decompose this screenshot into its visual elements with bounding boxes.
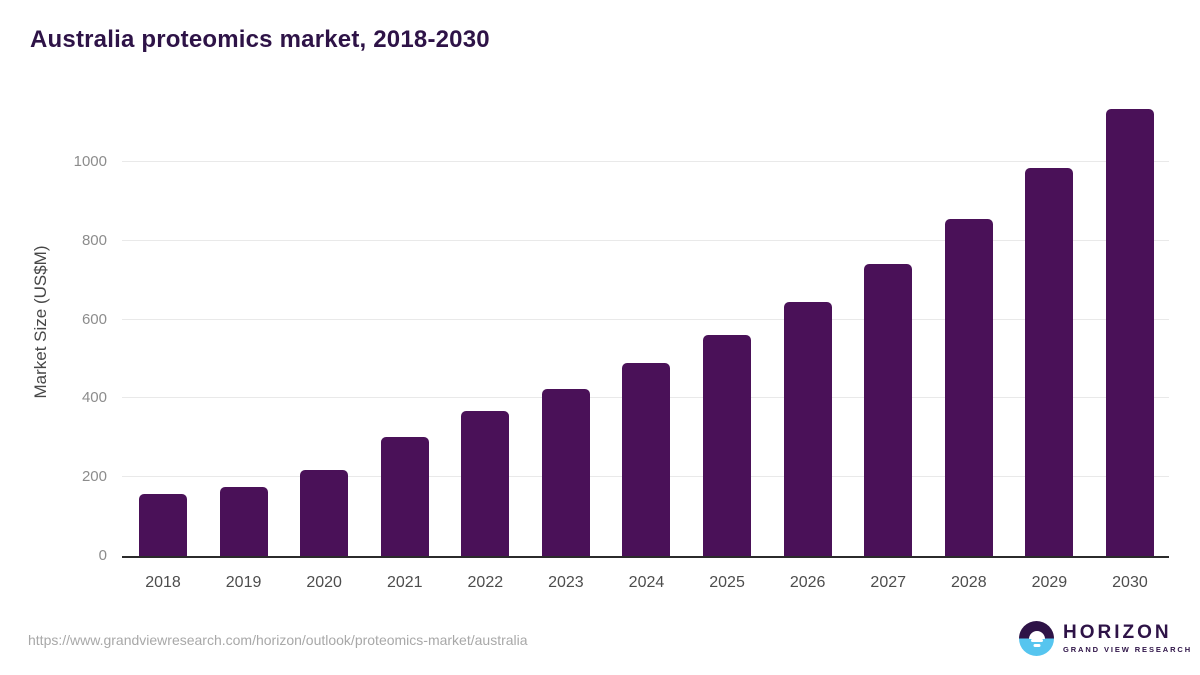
y-tick-label-200: 200 xyxy=(81,468,107,486)
x-tick-label-2026: 2026 xyxy=(789,574,826,591)
bar-2019[interactable] xyxy=(219,486,268,556)
x-tick-label-2021: 2021 xyxy=(386,574,423,591)
ripple-shape xyxy=(1033,644,1040,647)
y-tick-label-400: 400 xyxy=(81,389,107,407)
bar-2023[interactable] xyxy=(541,389,590,556)
bar-2028[interactable] xyxy=(944,219,993,556)
logo-subtitle: GRAND VIEW RESEARCH xyxy=(1063,645,1193,654)
bar-2025[interactable] xyxy=(703,335,752,556)
plot-area: 0 200 400 600 800 1000 xyxy=(74,100,1169,564)
sun-shape xyxy=(1028,630,1045,639)
gridline-800 xyxy=(122,239,1169,241)
horizon-sun-icon xyxy=(1019,621,1054,656)
y-tick-label-800: 800 xyxy=(81,231,107,249)
x-tick-label-2028: 2028 xyxy=(951,574,987,591)
source-url: https://www.grandviewresearch.com/horizo… xyxy=(28,632,528,648)
y-axis-title: Market Size (US$M) xyxy=(31,245,50,399)
bar-2018[interactable] xyxy=(139,494,187,556)
bar-2021[interactable] xyxy=(380,437,429,556)
x-tick-label-2020: 2020 xyxy=(306,574,342,591)
x-tick-label-2018: 2018 xyxy=(145,574,181,591)
logo-text: HORIZON GRAND VIEW RESEARCH xyxy=(1063,623,1192,654)
x-tick-label-2023: 2023 xyxy=(548,574,584,591)
bar-2030[interactable] xyxy=(1105,108,1154,556)
logo-title: HORIZON xyxy=(1063,622,1172,643)
y-tick-label-600: 600 xyxy=(81,310,107,328)
ripple-shape xyxy=(1030,639,1043,642)
x-tick-label-2029: 2029 xyxy=(1031,574,1068,591)
horizon-logo[interactable]: HORIZON GRAND VIEW RESEARCH xyxy=(1019,621,1192,656)
gridline-600 xyxy=(122,318,1169,320)
x-axis-labels: 2018 2019 2020 2021 2022 2023 2024 2025 2026 2027… xyxy=(122,571,1169,595)
x-tick-label-2025: 2025 xyxy=(709,574,745,591)
bar-2029[interactable] xyxy=(1025,167,1074,556)
x-tick-label-2027: 2027 xyxy=(870,574,907,591)
y-tick-label-1000: 1000 xyxy=(73,153,107,170)
gridline-1000 xyxy=(122,161,1169,162)
x-tick-label-2024: 2024 xyxy=(628,574,665,591)
bar-2026[interactable] xyxy=(783,301,832,556)
x-tick-label-2030: 2030 xyxy=(1112,574,1148,591)
bar-2022[interactable] xyxy=(461,411,510,556)
x-tick-label-2022: 2022 xyxy=(467,574,504,591)
bar-2027[interactable] xyxy=(864,263,913,556)
bar-2024[interactable] xyxy=(622,362,671,556)
y-tick-label-0: 0 xyxy=(98,547,107,564)
chart-title: Australia proteomics market, 2018-2030 xyxy=(30,26,490,53)
x-tick-label-2019: 2019 xyxy=(225,574,262,591)
bar-2020[interactable] xyxy=(300,470,349,556)
